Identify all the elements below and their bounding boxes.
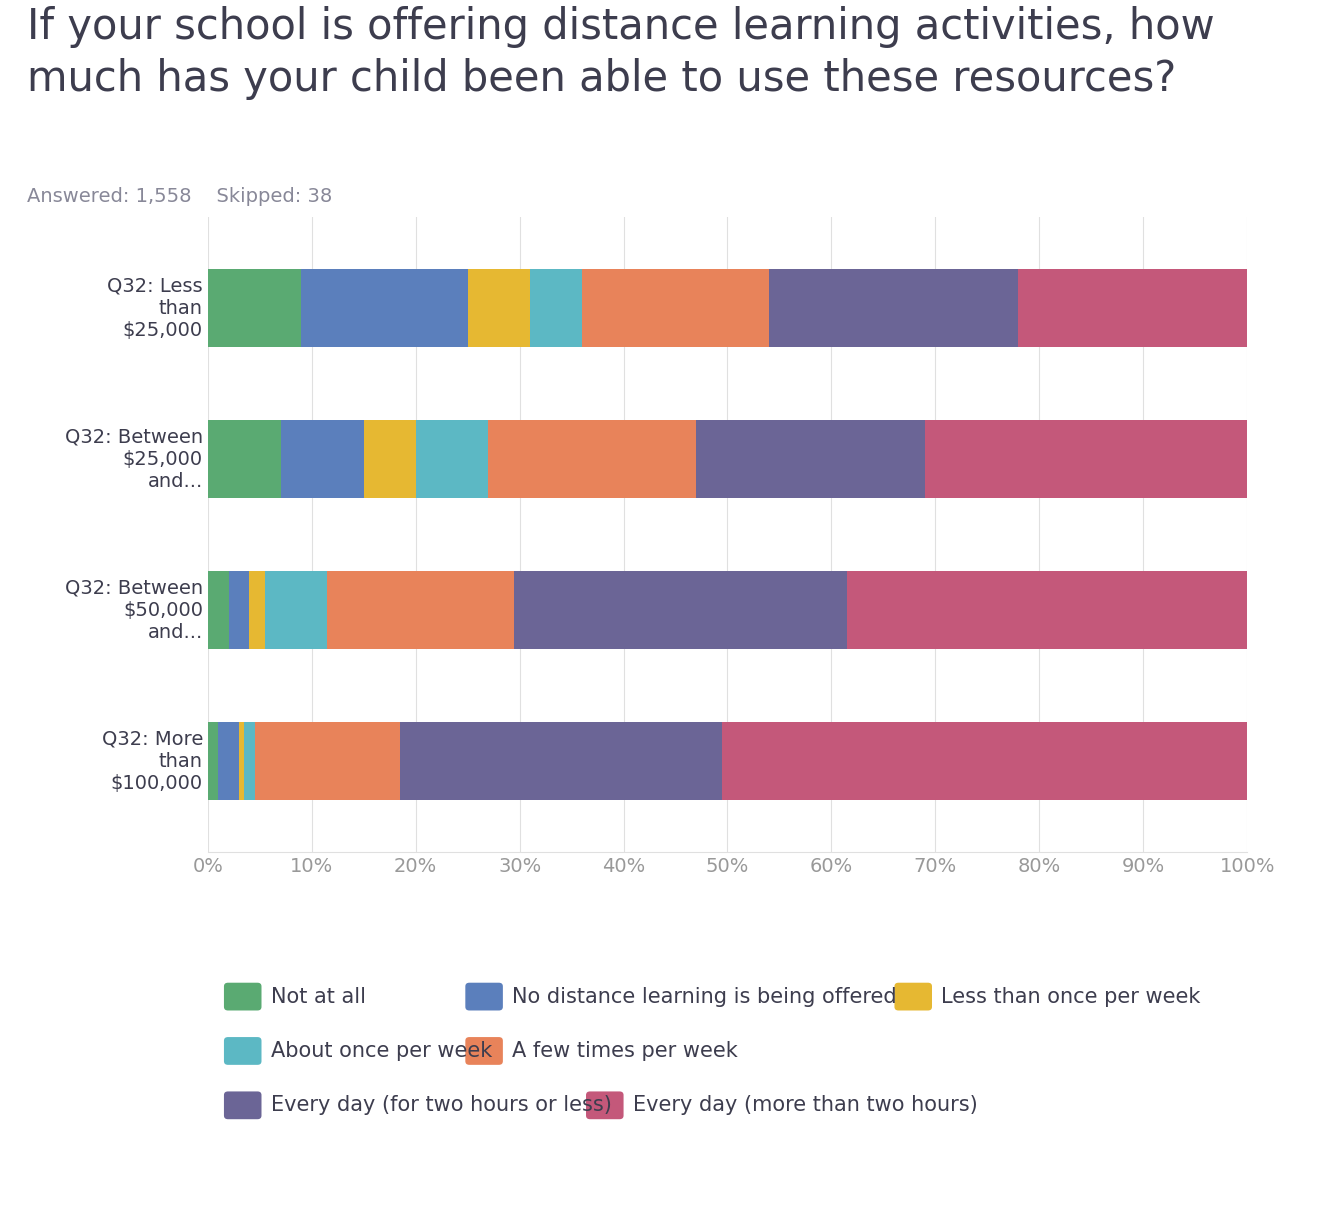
Bar	[208, 269, 302, 348]
Bar	[1019, 269, 1247, 348]
Bar	[416, 420, 488, 498]
Bar	[266, 571, 327, 650]
Bar	[696, 420, 925, 498]
Bar	[327, 571, 515, 650]
Text: Less than once per week: Less than once per week	[941, 987, 1200, 1006]
Bar	[925, 420, 1247, 498]
Bar	[302, 269, 468, 348]
Bar	[848, 571, 1247, 650]
Bar	[280, 420, 363, 498]
Bar	[515, 571, 848, 650]
Bar	[219, 722, 239, 801]
Bar	[208, 571, 228, 650]
Text: Not at all: Not at all	[271, 987, 366, 1006]
Bar	[208, 420, 280, 498]
Bar	[249, 571, 266, 650]
Bar	[239, 722, 244, 801]
Text: Every day (for two hours or less): Every day (for two hours or less)	[271, 1096, 611, 1115]
Text: A few times per week: A few times per week	[512, 1041, 738, 1061]
Bar	[255, 722, 400, 801]
Bar	[228, 571, 249, 650]
Text: About once per week: About once per week	[271, 1041, 492, 1061]
Bar	[488, 420, 696, 498]
Bar	[582, 269, 770, 348]
Text: If your school is offering distance learning activities, how
much has your child: If your school is offering distance lear…	[27, 6, 1215, 100]
Bar	[244, 722, 255, 801]
Bar	[208, 722, 219, 801]
Bar	[468, 269, 530, 348]
Text: Every day (more than two hours): Every day (more than two hours)	[633, 1096, 978, 1115]
Text: No distance learning is being offered: No distance learning is being offered	[512, 987, 897, 1006]
Bar	[400, 722, 723, 801]
Bar	[530, 269, 582, 348]
Bar	[723, 722, 1247, 801]
Text: Answered: 1,558    Skipped: 38: Answered: 1,558 Skipped: 38	[27, 187, 333, 207]
Bar	[363, 420, 416, 498]
Bar	[770, 269, 1019, 348]
